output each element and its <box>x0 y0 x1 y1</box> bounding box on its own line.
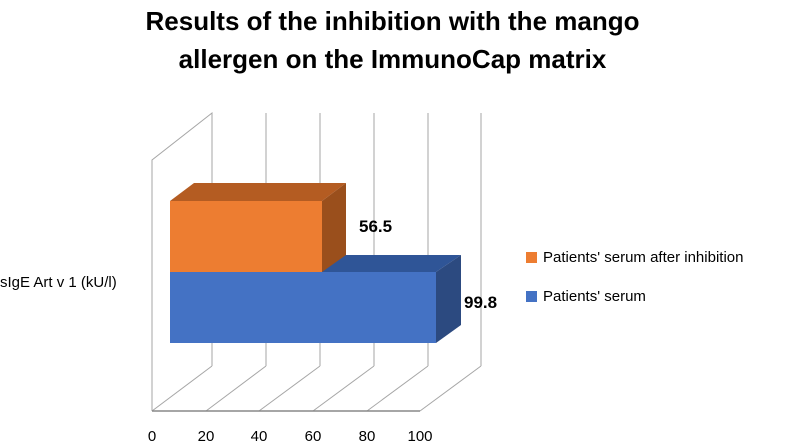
x-tick: 0 <box>148 428 156 445</box>
data-label-serum: 99.8 <box>464 293 497 312</box>
legend-label: Patients' serum after inhibition <box>543 248 744 266</box>
x-axis-ticks: 0 20 40 60 80 100 <box>148 428 433 445</box>
chart-title: Results of the inhibition with the mango… <box>0 2 785 78</box>
title-line-1: Results of the inhibition with the mango <box>145 6 640 36</box>
legend-item-after-inhibition: Patients' serum after inhibition <box>526 245 743 269</box>
y-category-label: sIgE Art v 1 (kU/l) <box>0 274 117 291</box>
legend-swatch-blue <box>526 290 537 302</box>
legend-swatch-orange <box>526 251 537 263</box>
bar-serum-after-inhibition <box>170 183 346 272</box>
x-tick: 80 <box>359 428 376 445</box>
legend: Patients' serum after inhibition Patient… <box>526 245 743 323</box>
x-tick: 60 <box>305 428 322 445</box>
x-tick: 100 <box>407 428 432 445</box>
x-tick: 40 <box>251 428 268 445</box>
x-tick: 20 <box>198 428 215 445</box>
legend-label: Patients' serum <box>543 287 646 305</box>
data-label-after-inhibition: 56.5 <box>359 217 392 236</box>
title-line-2: allergen on the ImmunoCap matrix <box>178 44 607 74</box>
legend-item-patients-serum: Patients' serum <box>526 284 743 308</box>
